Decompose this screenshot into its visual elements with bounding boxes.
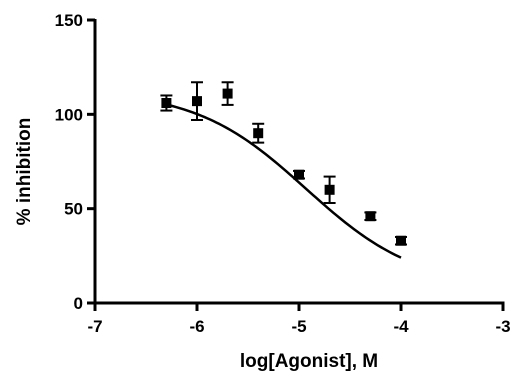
y-tick-label: 100	[55, 105, 83, 124]
x-tick-label: -4	[393, 317, 409, 336]
y-ticks: 0 50 100 150	[55, 11, 95, 313]
y-tick-label: 150	[55, 11, 83, 30]
x-axis-title: log[Agonist], M	[240, 351, 378, 372]
x-tick-label: -3	[495, 317, 510, 336]
x-tick-label: -7	[87, 317, 102, 336]
x-tick-label: -6	[189, 317, 204, 336]
data-point	[191, 81, 203, 121]
point-marker	[396, 235, 406, 246]
y-tick-label: 0	[74, 294, 83, 313]
data-point	[252, 122, 265, 144]
x-ticks: -7 -6 -5 -4 -3	[87, 303, 511, 336]
point-marker	[365, 211, 376, 222]
fit-curve	[166, 103, 402, 259]
data-point	[221, 81, 234, 106]
y-axis-title: % inhibition	[14, 118, 35, 226]
data-point	[395, 235, 407, 246]
data-point	[293, 169, 305, 180]
point-marker	[192, 96, 202, 107]
point-marker	[253, 128, 264, 139]
data-point	[323, 175, 336, 205]
point-marker	[294, 169, 304, 180]
data-point	[160, 94, 173, 112]
data-points	[160, 81, 407, 246]
data-point	[364, 211, 377, 222]
point-marker	[222, 88, 233, 99]
x-tick-label: -5	[291, 317, 306, 336]
axes	[93, 19, 505, 305]
point-marker	[161, 98, 172, 109]
point-marker	[324, 184, 335, 195]
y-tick-label: 50	[64, 200, 83, 219]
